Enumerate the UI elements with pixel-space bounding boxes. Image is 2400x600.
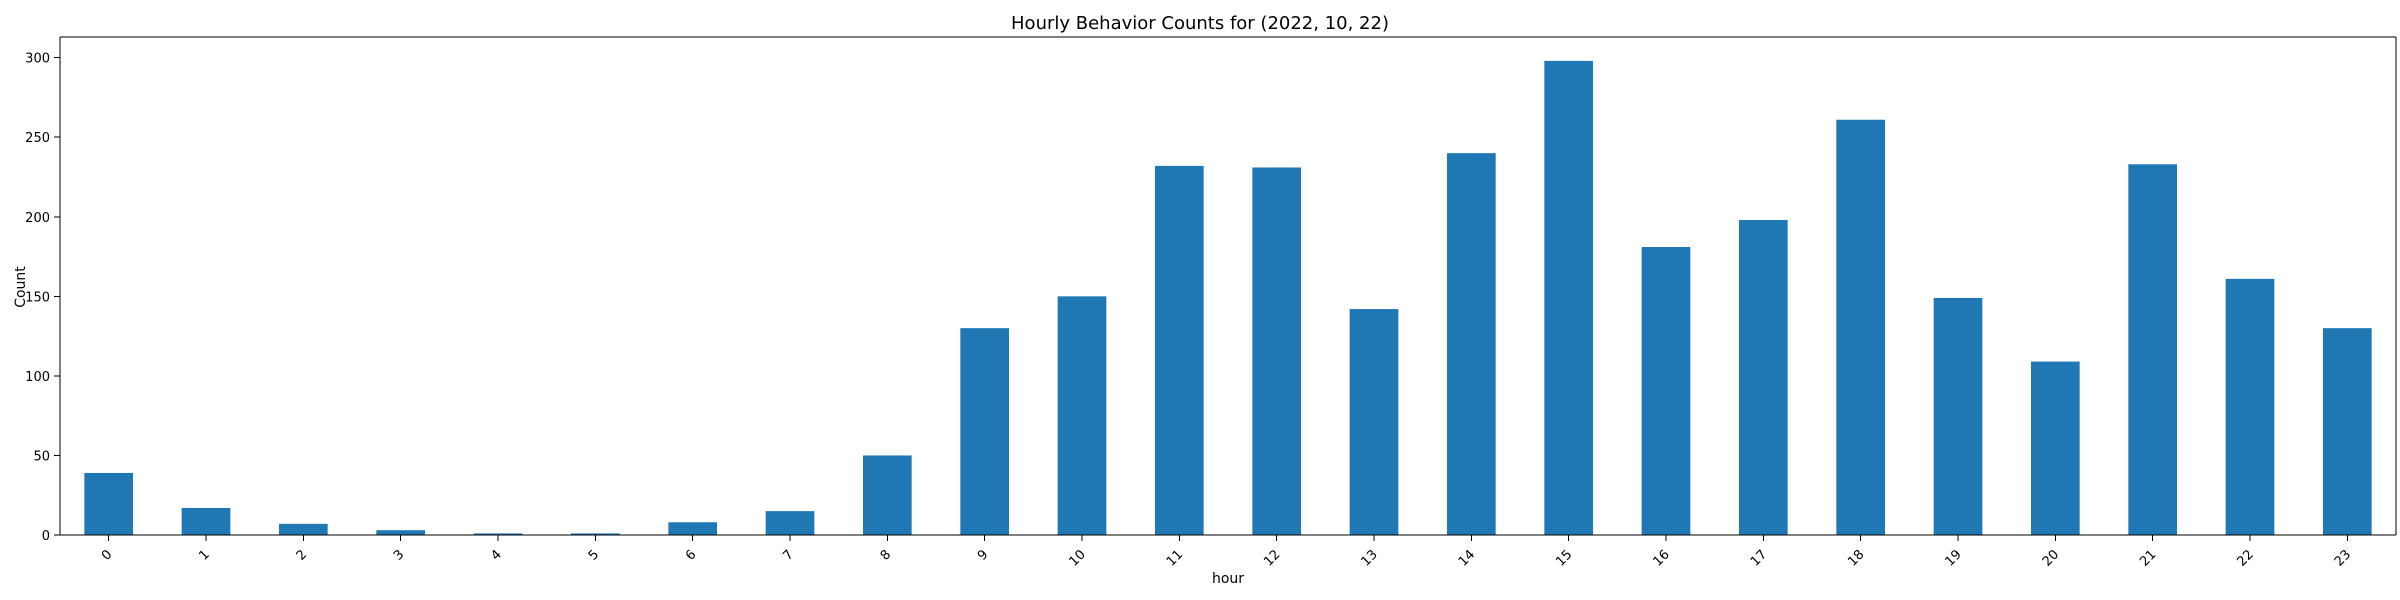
bar-hour-21	[2128, 164, 2177, 535]
y-tick-label: 300	[25, 52, 50, 67]
x-tick-label: 19	[1943, 547, 1965, 569]
y-tick-label: 50	[33, 449, 50, 464]
bar-hour-19	[1933, 297, 1983, 535]
x-tick-label: 12	[1261, 547, 1283, 569]
y-tick-label: 150	[25, 290, 50, 305]
bar-hour-13	[1349, 309, 1399, 535]
x-tick-label: 2	[294, 547, 310, 563]
x-tick-label: 5	[586, 547, 602, 563]
y-axis-label: Count	[13, 266, 29, 308]
x-tick-label: 15	[1553, 547, 1575, 569]
bar-hour-6	[668, 522, 717, 535]
x-tick-label: 13	[1359, 547, 1381, 569]
bar-hour-5	[571, 533, 620, 535]
x-tick-label: 4	[488, 547, 504, 563]
x-tick-label: 0	[99, 547, 115, 563]
x-tick-label: 18	[1845, 547, 1867, 569]
y-tick-label: 250	[25, 131, 50, 146]
y-tick-label: 0	[42, 529, 50, 544]
bar-hour-10	[1057, 296, 1107, 535]
x-tick-label: 17	[1748, 547, 1770, 569]
x-tick-label: 11	[1164, 547, 1186, 569]
bar-hour-17	[1739, 219, 1788, 535]
x-tick-label: 16	[1651, 547, 1673, 569]
x-tick-label: 9	[975, 547, 991, 563]
bar-hour-14	[1447, 153, 1496, 535]
bar-hour-9	[960, 328, 1009, 535]
bar-hour-7	[765, 511, 815, 535]
x-axis-label: hour	[1212, 571, 1244, 587]
bar-hour-20	[2031, 361, 2080, 535]
bar-hour-8	[863, 455, 912, 535]
bar-hour-16	[1641, 247, 1691, 535]
x-tick-label: 7	[780, 547, 796, 563]
x-tick-label: 1	[196, 547, 212, 563]
x-tick-label: 14	[1456, 547, 1478, 569]
x-tick-label: 21	[2137, 547, 2159, 569]
bar-hour-18	[1836, 119, 1885, 535]
bar-hour-12	[1252, 167, 1301, 535]
x-tick-label: 20	[2040, 547, 2062, 569]
x-tick-label: 8	[878, 547, 894, 563]
x-tick-label: 22	[2235, 547, 2257, 569]
x-tick-label: 23	[2332, 547, 2354, 569]
bar-hour-11	[1155, 165, 1204, 535]
y-ticks-layer: 0 50 100 150 200 250 300	[25, 52, 60, 544]
bar-hour-3	[376, 530, 425, 535]
y-tick-label: 200	[25, 211, 50, 226]
y-tick-label: 100	[25, 370, 50, 385]
bar-hour-23	[2323, 328, 2372, 535]
bar-hour-4	[473, 533, 523, 535]
x-tick-label: 6	[683, 547, 699, 563]
bars-layer	[84, 60, 2372, 536]
bar-hour-0	[84, 472, 133, 535]
x-tick-label: 10	[1067, 547, 1089, 569]
bar-hour-22	[2225, 278, 2275, 535]
chart-title: Hourly Behavior Counts for (2022, 10, 22…	[1011, 13, 1389, 34]
x-tick-label: 3	[391, 547, 407, 563]
bar-hour-2	[279, 523, 328, 535]
bar-hour-15	[1544, 60, 1593, 536]
x-ticks-layer: 0 1 2 3 4 5 6 7 8 9 10 11 12 13 14 15 16 17 18 19 20 21 22 23	[99, 535, 2354, 570]
bar-hour-1	[181, 507, 231, 535]
